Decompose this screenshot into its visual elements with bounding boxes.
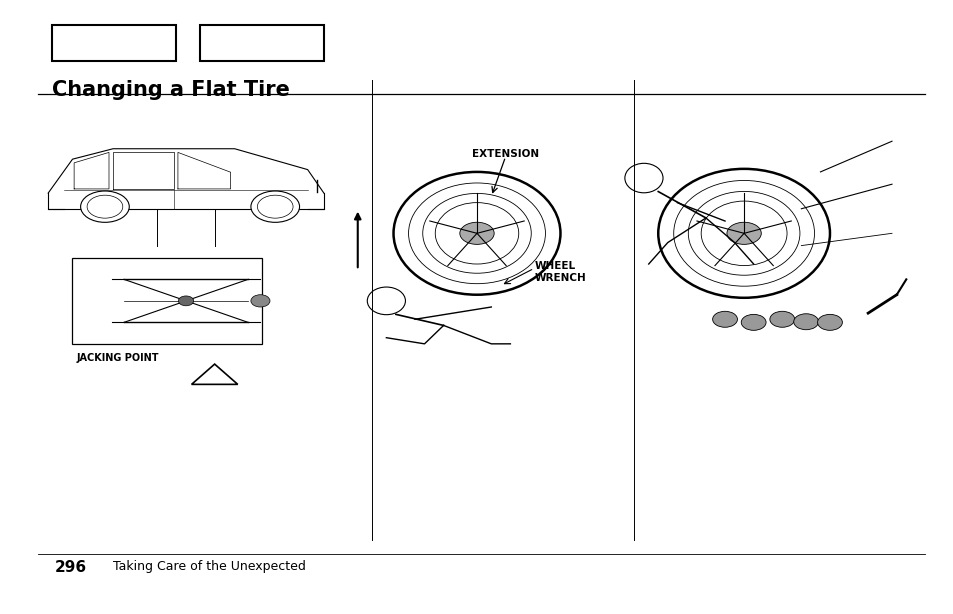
Circle shape bbox=[712, 311, 737, 327]
Circle shape bbox=[459, 222, 494, 244]
Circle shape bbox=[817, 314, 841, 330]
Circle shape bbox=[178, 296, 193, 306]
Circle shape bbox=[793, 314, 818, 330]
Text: EXTENSION: EXTENSION bbox=[472, 149, 538, 158]
Text: 296: 296 bbox=[54, 560, 87, 575]
Text: JACKING POINT: JACKING POINT bbox=[76, 353, 158, 363]
Circle shape bbox=[251, 191, 299, 222]
Bar bbox=[200, 25, 324, 61]
Circle shape bbox=[251, 295, 270, 307]
Text: WHEEL
WRENCH: WHEEL WRENCH bbox=[534, 261, 585, 282]
Circle shape bbox=[80, 191, 130, 222]
Bar bbox=[52, 25, 176, 61]
Text: Changing a Flat Tire: Changing a Flat Tire bbox=[52, 80, 290, 100]
Text: Taking Care of the Unexpected: Taking Care of the Unexpected bbox=[112, 560, 305, 573]
Circle shape bbox=[726, 222, 760, 244]
Circle shape bbox=[740, 314, 765, 330]
Bar bbox=[71, 258, 262, 344]
Circle shape bbox=[769, 311, 794, 327]
